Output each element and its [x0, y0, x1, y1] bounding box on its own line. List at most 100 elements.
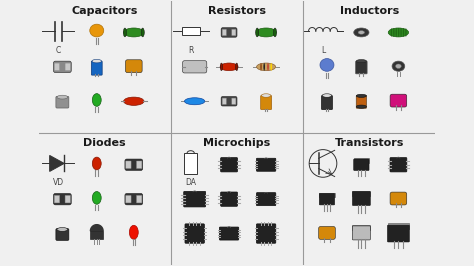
Ellipse shape: [356, 60, 366, 63]
Ellipse shape: [388, 28, 409, 37]
Text: VD: VD: [53, 178, 64, 187]
Ellipse shape: [123, 28, 127, 37]
FancyBboxPatch shape: [185, 224, 204, 243]
Bar: [91, 231, 103, 239]
FancyBboxPatch shape: [55, 196, 60, 203]
Text: Diodes: Diodes: [83, 138, 126, 148]
Text: Transistors: Transistors: [335, 138, 404, 148]
FancyBboxPatch shape: [321, 95, 332, 110]
Ellipse shape: [264, 63, 265, 71]
FancyBboxPatch shape: [126, 161, 131, 168]
Ellipse shape: [273, 28, 277, 37]
Ellipse shape: [220, 63, 238, 71]
Ellipse shape: [393, 28, 394, 37]
Ellipse shape: [92, 192, 101, 204]
FancyBboxPatch shape: [55, 63, 60, 70]
FancyBboxPatch shape: [54, 61, 71, 73]
FancyBboxPatch shape: [387, 225, 410, 242]
FancyBboxPatch shape: [126, 196, 131, 203]
Ellipse shape: [255, 28, 259, 37]
FancyBboxPatch shape: [232, 29, 236, 36]
FancyBboxPatch shape: [222, 29, 227, 36]
Ellipse shape: [403, 28, 404, 37]
Text: DA: DA: [185, 178, 196, 187]
Text: L: L: [321, 46, 325, 55]
Ellipse shape: [356, 94, 366, 97]
FancyBboxPatch shape: [232, 98, 236, 104]
Ellipse shape: [184, 98, 205, 105]
Ellipse shape: [392, 61, 405, 71]
FancyBboxPatch shape: [319, 226, 335, 239]
FancyBboxPatch shape: [221, 97, 237, 106]
Text: Microchips: Microchips: [203, 138, 271, 148]
Ellipse shape: [261, 94, 271, 97]
FancyBboxPatch shape: [54, 193, 71, 205]
Ellipse shape: [220, 63, 223, 71]
Bar: [353, 225, 370, 230]
Bar: [353, 191, 370, 196]
Bar: [319, 193, 335, 197]
Ellipse shape: [322, 94, 332, 97]
Polygon shape: [50, 155, 64, 171]
Ellipse shape: [57, 95, 68, 99]
Text: R: R: [188, 46, 193, 55]
FancyBboxPatch shape: [256, 224, 276, 243]
Ellipse shape: [124, 97, 144, 105]
FancyBboxPatch shape: [390, 192, 407, 205]
FancyBboxPatch shape: [137, 161, 142, 168]
FancyBboxPatch shape: [353, 226, 370, 240]
FancyBboxPatch shape: [353, 192, 370, 206]
Text: C: C: [56, 46, 61, 55]
FancyBboxPatch shape: [125, 159, 143, 171]
FancyBboxPatch shape: [56, 96, 69, 108]
FancyBboxPatch shape: [390, 158, 407, 172]
Bar: [388, 223, 409, 229]
FancyBboxPatch shape: [137, 196, 142, 203]
FancyBboxPatch shape: [91, 61, 102, 75]
Ellipse shape: [90, 24, 104, 37]
Text: Resistors: Resistors: [208, 6, 266, 16]
Ellipse shape: [267, 63, 269, 71]
Ellipse shape: [396, 64, 401, 68]
Ellipse shape: [396, 28, 397, 37]
FancyBboxPatch shape: [319, 193, 335, 205]
Ellipse shape: [92, 59, 101, 63]
FancyBboxPatch shape: [356, 61, 367, 74]
Ellipse shape: [236, 63, 238, 71]
Ellipse shape: [354, 28, 369, 37]
FancyBboxPatch shape: [256, 158, 276, 171]
FancyBboxPatch shape: [390, 94, 407, 107]
FancyBboxPatch shape: [126, 60, 142, 73]
FancyBboxPatch shape: [261, 95, 272, 110]
FancyBboxPatch shape: [56, 229, 69, 240]
FancyBboxPatch shape: [354, 159, 369, 171]
Polygon shape: [91, 225, 103, 231]
Ellipse shape: [57, 227, 68, 231]
FancyBboxPatch shape: [222, 98, 227, 104]
Ellipse shape: [92, 157, 101, 170]
Ellipse shape: [129, 225, 138, 239]
Bar: [184, 153, 197, 174]
Ellipse shape: [320, 59, 334, 71]
Ellipse shape: [270, 63, 272, 71]
Ellipse shape: [124, 28, 144, 37]
Ellipse shape: [401, 28, 402, 37]
Ellipse shape: [256, 63, 276, 71]
Ellipse shape: [356, 105, 366, 108]
Ellipse shape: [358, 31, 365, 34]
FancyBboxPatch shape: [221, 158, 237, 172]
Ellipse shape: [141, 28, 144, 37]
Text: Capacitors: Capacitors: [72, 6, 138, 16]
FancyBboxPatch shape: [256, 193, 276, 206]
FancyBboxPatch shape: [184, 191, 206, 207]
FancyBboxPatch shape: [182, 61, 207, 73]
Ellipse shape: [391, 28, 392, 37]
Ellipse shape: [398, 28, 400, 37]
Ellipse shape: [256, 28, 276, 37]
Ellipse shape: [260, 63, 262, 71]
Bar: [182, 27, 200, 35]
Bar: [354, 158, 369, 163]
Ellipse shape: [405, 28, 407, 37]
FancyBboxPatch shape: [219, 227, 239, 240]
Text: Inductors: Inductors: [340, 6, 399, 16]
